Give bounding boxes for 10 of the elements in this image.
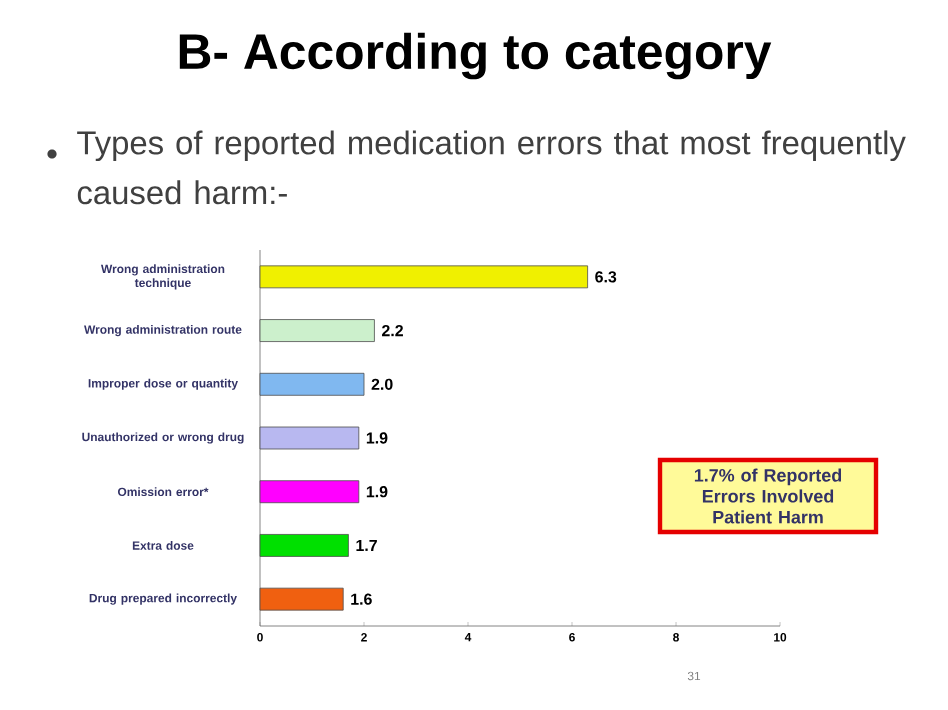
annotation: 1.7% of Reported Errors Involved Patient Harm <box>694 468 842 524</box>
bar <box>259 265 589 289</box>
bar <box>259 534 349 557</box>
bar <box>259 587 344 611</box>
chart-title: B- According to category <box>179 32 772 80</box>
bar <box>259 426 360 450</box>
chart-subtitle: Types of reported medication errors that most frequently caused harm:- <box>77 130 906 205</box>
bar <box>259 319 375 342</box>
bar <box>259 372 365 396</box>
bar <box>259 480 360 504</box>
